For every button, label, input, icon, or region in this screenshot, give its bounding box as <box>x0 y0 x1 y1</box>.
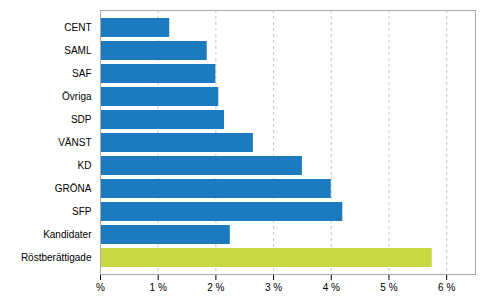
svg-text:SDP: SDP <box>71 114 92 125</box>
svg-text:4 %: 4 % <box>323 282 340 293</box>
svg-text:KD: KD <box>78 160 92 171</box>
svg-text:CENT: CENT <box>64 22 91 33</box>
svg-text:5 %: 5 % <box>380 282 397 293</box>
svg-text:SAML: SAML <box>64 45 92 56</box>
svg-text:Kandidater: Kandidater <box>43 229 92 240</box>
svg-text:6 %: 6 % <box>438 282 455 293</box>
svg-text:3 %: 3 % <box>265 282 282 293</box>
svg-text:2 %: 2 % <box>207 282 224 293</box>
svg-text:Röstberättigade: Röstberättigade <box>21 252 92 263</box>
svg-text:VÄNST: VÄNST <box>58 137 91 148</box>
svg-text:Övriga: Övriga <box>62 91 92 102</box>
svg-text:%: % <box>96 282 105 293</box>
svg-text:SFP: SFP <box>72 206 92 217</box>
svg-text:SAF: SAF <box>72 68 91 79</box>
svg-text:GRÖNA: GRÖNA <box>55 183 92 194</box>
svg-text:1 %: 1 % <box>150 282 167 293</box>
